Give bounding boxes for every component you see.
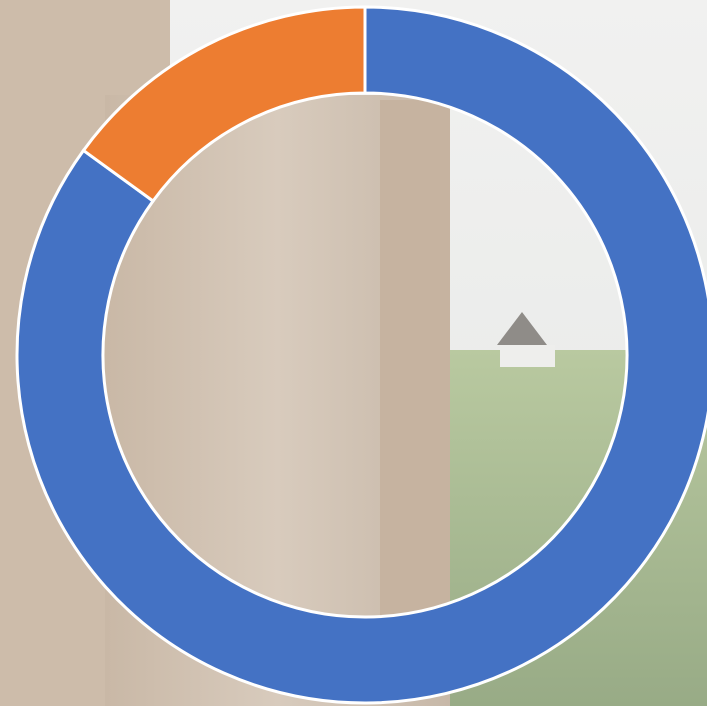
chart [0,0,707,706]
page: {"chart_data": {"type": "doughnut", "val… [0,0,707,706]
